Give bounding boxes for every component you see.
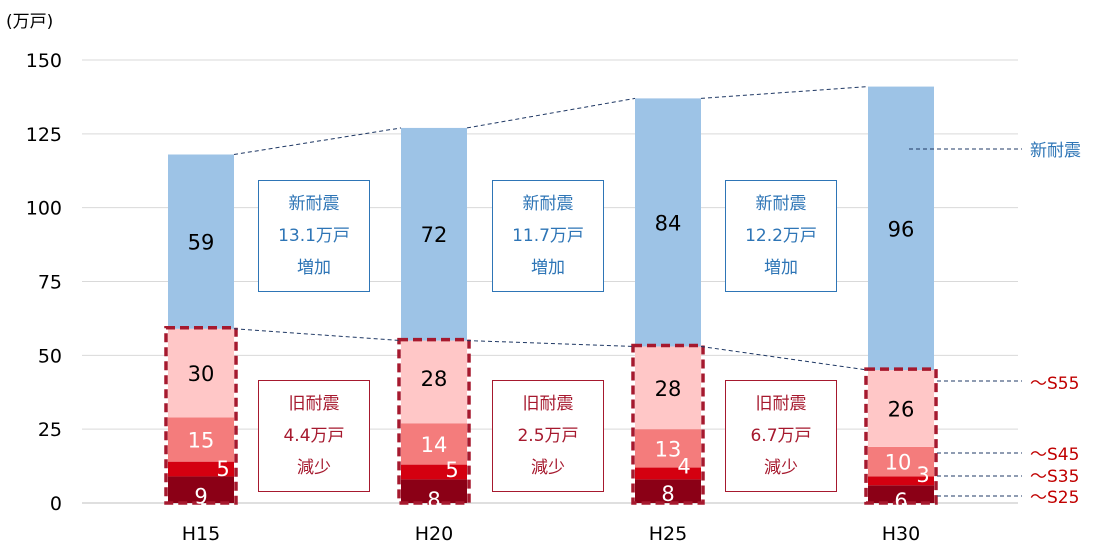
new-standard-change-box: 新耐震 13.1万戸 増加 (258, 180, 370, 292)
annotation-line: 旧耐震 (755, 394, 807, 414)
old-standard-change-box: 旧耐震 2.5万戸減少 (492, 380, 604, 492)
segment-value-label: 8 (427, 488, 440, 512)
segment-value-label: 4 (677, 454, 690, 478)
bar-segment (635, 429, 701, 468)
x-tick-label: H15 (182, 523, 220, 545)
old-standard-group-outline (631, 343, 705, 505)
x-tick-labels: H15 H20 H25 H30 (182, 523, 920, 545)
bars (164, 86, 938, 505)
annotation-line: 旧耐震 (288, 394, 340, 414)
connector-lines (233, 86, 869, 371)
x-tick-label: H30 (882, 523, 920, 545)
annotation-line: 旧耐震 (522, 394, 574, 414)
y-tick-label: 25 (38, 419, 62, 441)
x-tick-label: H20 (415, 523, 453, 545)
bar-segment (635, 467, 701, 480)
bar-segment (168, 461, 234, 477)
bar-segment (868, 86, 934, 371)
bar-segment (635, 346, 701, 430)
segment-value-label: 84 (655, 211, 682, 235)
bar-segment (168, 417, 234, 462)
annotation-line: 減少 (764, 458, 798, 478)
annotation-line: 減少 (531, 458, 565, 478)
segment-value-label: 10 (885, 451, 912, 475)
old-standard-change-box: 旧耐震 4.4万戸減少 (258, 380, 370, 492)
annotation-line: 新耐震 (522, 194, 574, 214)
annotation-line: 増加 (297, 258, 331, 278)
y-tick-label: 150 (26, 50, 62, 72)
y-tick-label: 100 (26, 198, 62, 220)
old-top-connector-line (466, 340, 636, 347)
bar-segment (401, 479, 467, 503)
segment-value-label: 30 (188, 362, 215, 386)
segment-value-label: 13 (655, 437, 682, 461)
bar-segment (868, 476, 934, 486)
legend-entry: 新耐震 (1030, 141, 1081, 161)
bar-segment (401, 423, 467, 465)
annotation-line: 13.1万戸 (278, 226, 350, 246)
segment-value-label: 5 (216, 457, 229, 481)
bar-segment (635, 479, 701, 503)
segment-value-label: 96 (888, 217, 915, 241)
old-standard-group-outline (864, 367, 938, 505)
annotation-line: 4.4万戸 (283, 426, 345, 446)
annotation-line: 12.2万戸 (745, 226, 817, 246)
segment-value-label: 9 (194, 485, 207, 509)
annotation-line: 6.7万戸 (750, 426, 812, 446)
annotation-line: 11.7万戸 (512, 226, 584, 246)
y-tick-label: 50 (38, 345, 62, 367)
segment-value-label: 26 (888, 397, 915, 421)
bar-segment (635, 98, 701, 347)
old-standard-group-outline (397, 337, 471, 505)
bar-segment (868, 485, 934, 503)
legend-entry: ～S35 (1030, 467, 1079, 487)
bar-segment (168, 476, 234, 503)
segment-value-label: 8 (661, 482, 674, 506)
segment-value-label: 15 (188, 429, 215, 453)
segment-value-label: 3 (916, 463, 929, 487)
annotation-line: 新耐震 (288, 194, 340, 214)
annotation-line: 2.5万戸 (517, 426, 579, 446)
y-axis-unit-label: (万戸) (6, 12, 53, 32)
legend: 新耐震 ～S55 ～S45～S35～S25 (909, 141, 1081, 508)
annotation-line: 増加 (531, 258, 565, 278)
bar-segment (168, 154, 234, 329)
segment-value-label: 6 (894, 489, 907, 513)
segment-value-label: 5 (445, 458, 458, 482)
annotation-line: 減少 (297, 458, 331, 478)
old-top-connector-line (700, 345, 869, 371)
y-tick-label: 125 (26, 124, 62, 146)
segment-value-label: 72 (421, 223, 448, 247)
new-standard-change-box: 新耐震 11.7万戸 増加 (492, 180, 604, 292)
bar-segment (401, 464, 467, 480)
legend-entry: ～S25 (1030, 488, 1079, 508)
segment-value-label: 28 (655, 377, 682, 401)
y-tick-label: 75 (38, 272, 62, 294)
segment-value-label: 59 (188, 231, 215, 255)
total-connector-line (233, 127, 402, 156)
annotation-line: 新耐震 (755, 194, 807, 214)
segment-value-label: 28 (421, 367, 448, 391)
bar-segment (868, 370, 934, 447)
old-top-connector-line (233, 328, 402, 342)
new-standard-change-box: 新耐震 12.2万戸 増加 (725, 180, 837, 292)
legend-entry: ～S45 (1030, 445, 1079, 465)
bar-segment (401, 127, 467, 341)
annotation-line: 増加 (764, 258, 798, 278)
y-tick-labels: 0 25 50 75 100 125 150 (26, 50, 62, 515)
legend-entry: ～S55 (1030, 374, 1079, 394)
x-tick-label: H25 (649, 523, 687, 545)
y-tick-label: 0 (50, 493, 62, 515)
bar-segment (401, 340, 467, 424)
segment-value-label: 14 (421, 433, 448, 457)
total-connector-line (466, 97, 636, 129)
old-standard-change-box: 旧耐震 6.7万戸減少 (725, 380, 837, 492)
total-connector-line (700, 86, 869, 99)
bar-segment (168, 328, 234, 418)
bar-segment (868, 446, 934, 477)
old-standard-group-outline (164, 326, 238, 505)
